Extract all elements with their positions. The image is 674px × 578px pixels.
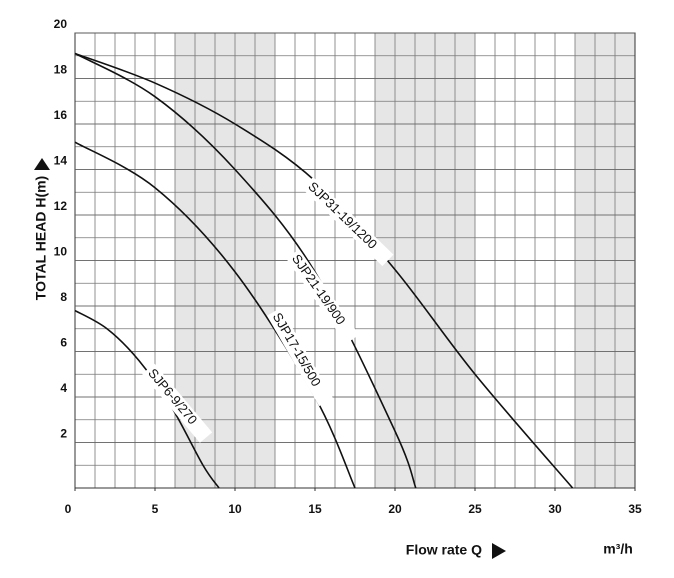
- x-tick-label: 25: [468, 502, 482, 516]
- curve-label-group: SJP17-15/500: [266, 307, 334, 407]
- x-tick-label: 15: [308, 502, 322, 516]
- x-tick-label: 0: [65, 502, 72, 516]
- curve: [74, 141, 356, 489]
- x-tick-label: 10: [228, 502, 242, 516]
- curve-label: SJP21-19/900: [289, 251, 349, 327]
- y-tick-label: 10: [54, 245, 68, 259]
- curve: [74, 52, 574, 489]
- x-tick-label: 20: [388, 502, 402, 516]
- y-axis-title: TOTAL HEAD H(m): [33, 176, 49, 300]
- curve-label-bg: [302, 177, 394, 267]
- x-tick-label: 5: [152, 502, 159, 516]
- curve-label-group: SJP21-19/900: [286, 249, 360, 344]
- y-tick-label: 4: [60, 381, 67, 395]
- curve-label-bg: [142, 363, 213, 443]
- x-unit: m³/h: [603, 541, 633, 557]
- y-tick-label: 6: [60, 336, 67, 350]
- y-tick-label: 8: [60, 290, 67, 304]
- x-tick-label: 35: [628, 502, 642, 516]
- y-tick-label: 14: [54, 154, 68, 168]
- curve-label-bg: [266, 307, 334, 407]
- y-tick-label: 20: [54, 17, 68, 31]
- x-tick-label: 30: [548, 502, 562, 516]
- x-arrow: [492, 543, 506, 559]
- y-arrow: [34, 158, 50, 170]
- y-tick-label: 16: [54, 108, 68, 122]
- curve-label: SJP17-15/500: [270, 310, 324, 389]
- x-axis-title: Flow rate Q: [406, 542, 482, 558]
- y-tick-label: 12: [54, 199, 68, 213]
- curve: [74, 52, 417, 489]
- y-tick-label: 2: [60, 427, 67, 441]
- curve-label-bg: [286, 249, 360, 344]
- y-tick-label: 18: [54, 63, 68, 77]
